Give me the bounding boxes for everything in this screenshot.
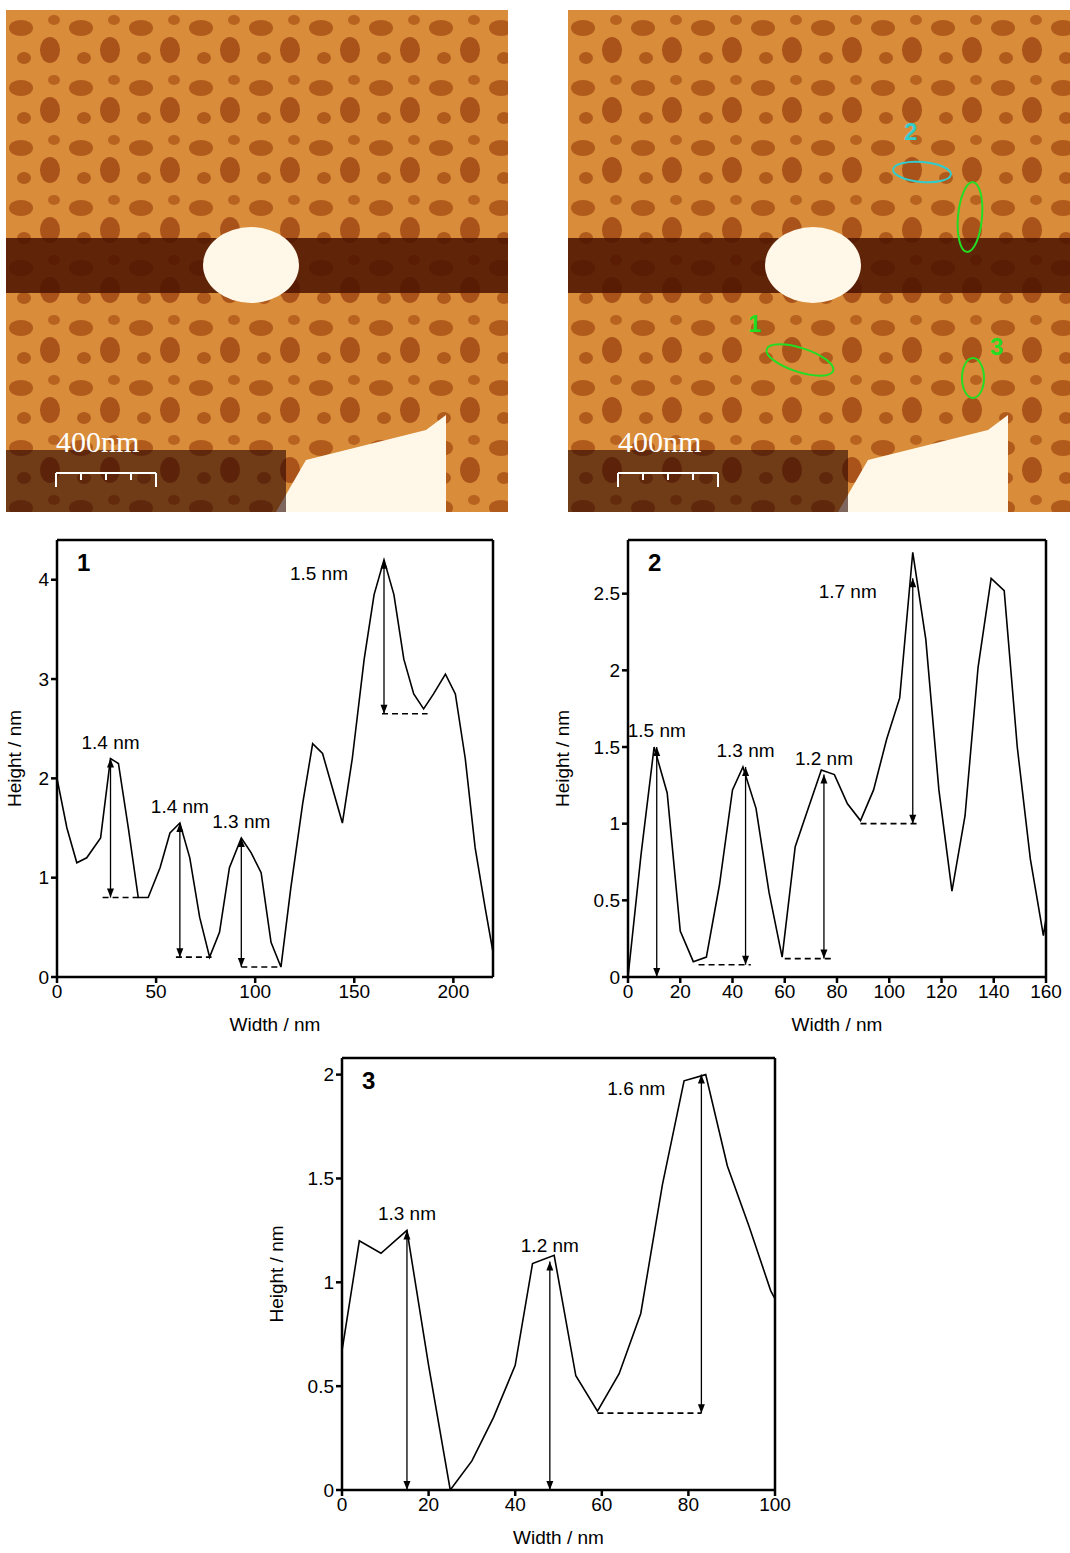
svg-text:100: 100 [759,1494,791,1515]
svg-text:0: 0 [337,1494,348,1515]
svg-text:1: 1 [748,310,761,337]
svg-text:0.5: 0.5 [308,1376,334,1397]
svg-text:Width / nm: Width / nm [792,1014,883,1035]
svg-text:200: 200 [438,981,470,1002]
svg-text:2: 2 [38,768,49,789]
svg-text:1.6 nm: 1.6 nm [607,1078,665,1099]
svg-text:1.2 nm: 1.2 nm [521,1235,579,1256]
svg-text:80: 80 [678,1494,699,1515]
svg-text:1.5 nm: 1.5 nm [290,563,348,584]
svg-text:400nm: 400nm [56,425,139,458]
svg-text:100: 100 [239,981,271,1002]
svg-text:120: 120 [926,981,958,1002]
svg-text:50: 50 [146,981,167,1002]
svg-text:20: 20 [418,1494,439,1515]
svg-text:Width / nm: Width / nm [230,1014,321,1035]
svg-text:1.5: 1.5 [308,1168,334,1189]
svg-text:2: 2 [323,1064,334,1085]
svg-text:100: 100 [873,981,905,1002]
svg-text:1.3 nm: 1.3 nm [212,811,270,832]
svg-text:1.5 nm: 1.5 nm [628,720,686,741]
svg-text:40: 40 [722,981,743,1002]
svg-text:1: 1 [323,1272,334,1293]
svg-text:0: 0 [38,967,49,988]
html-text:2: 2 [648,549,662,576]
svg-text:140: 140 [978,981,1010,1002]
svg-text:1.4 nm: 1.4 nm [81,732,139,753]
svg-text:1.7 nm: 1.7 nm [819,581,877,602]
svg-text:Height / nm: Height / nm [4,710,25,807]
svg-text:0: 0 [323,1480,334,1501]
svg-text:3: 3 [38,669,49,690]
svg-text:1.2 nm: 1.2 nm [795,748,853,769]
html-text:1: 1 [77,549,91,576]
svg-text:0: 0 [609,967,620,988]
svg-text:0: 0 [623,981,634,1002]
svg-text:Height / nm: Height / nm [552,710,573,807]
svg-text:2: 2 [904,118,917,145]
svg-text:20: 20 [670,981,691,1002]
svg-text:1: 1 [609,813,620,834]
svg-text:40: 40 [505,1494,526,1515]
svg-text:60: 60 [591,1494,612,1515]
svg-text:Height / nm: Height / nm [266,1225,287,1322]
html-text:3: 3 [362,1067,376,1094]
svg-text:150: 150 [338,981,370,1002]
svg-text:2: 2 [609,660,620,681]
svg-text:1.3 nm: 1.3 nm [717,740,775,761]
svg-text:0: 0 [52,981,63,1002]
svg-text:2.5: 2.5 [594,583,620,604]
svg-text:4: 4 [38,569,49,590]
svg-text:1.5: 1.5 [594,737,620,758]
svg-text:60: 60 [774,981,795,1002]
svg-text:1.3 nm: 1.3 nm [378,1203,436,1224]
svg-text:3: 3 [990,333,1003,360]
svg-text:0.5: 0.5 [594,890,620,911]
svg-text:400nm: 400nm [618,425,701,458]
svg-text:160: 160 [1030,981,1062,1002]
svg-text:Width / nm: Width / nm [513,1527,604,1548]
svg-text:1.4 nm: 1.4 nm [151,796,209,817]
svg-text:80: 80 [826,981,847,1002]
svg-text:1: 1 [38,867,49,888]
